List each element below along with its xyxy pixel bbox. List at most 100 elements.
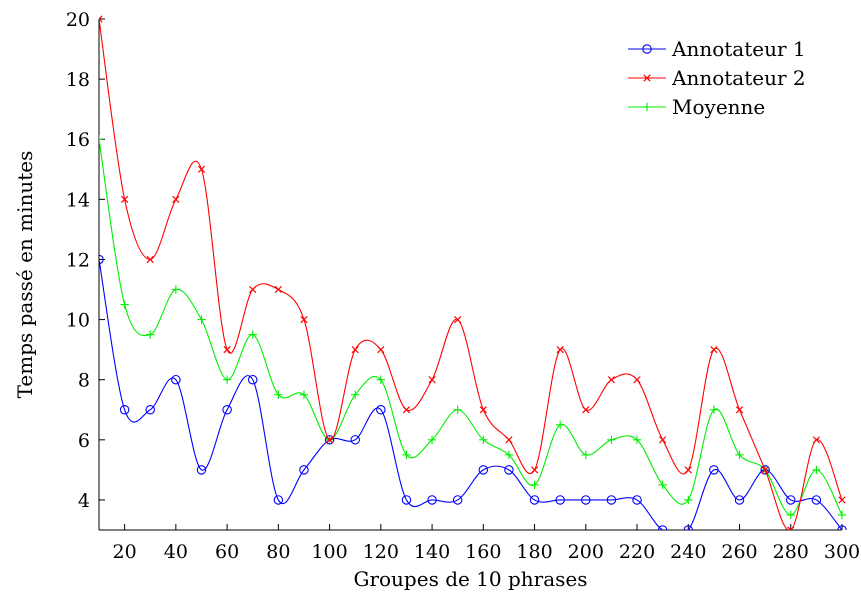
data-point	[171, 374, 181, 385]
data-point	[172, 195, 180, 203]
data-point	[376, 405, 386, 415]
data-point	[120, 300, 129, 309]
data-point	[479, 435, 488, 445]
data-point	[710, 346, 718, 354]
data-point	[99, 15, 103, 23]
data-point	[658, 480, 667, 490]
data-point	[120, 195, 129, 203]
marker-stroke	[172, 195, 180, 203]
data-point	[324, 435, 335, 445]
series-annotateur-2	[99, 15, 846, 530]
y-axis-label: Temps passé en minutes	[13, 151, 37, 399]
data-point	[274, 285, 282, 294]
y-tick-label: 12	[66, 249, 90, 271]
data-point	[735, 450, 744, 460]
data-point	[505, 436, 513, 444]
data-point	[478, 465, 489, 475]
axes-layer: 20 40 60 80 100 120 140 160 180 200 220 240 260 280 30…	[66, 9, 860, 563]
data-point	[222, 405, 232, 415]
y-tick-label: 20	[66, 9, 90, 31]
marker-stroke	[556, 346, 564, 354]
marker-stroke	[351, 346, 359, 354]
x-tick-label: 280	[773, 541, 809, 563]
data-point	[452, 495, 463, 505]
data-point	[196, 465, 207, 475]
marker-stroke	[99, 15, 103, 20]
x-tick-label: 220	[619, 541, 655, 563]
data-point	[683, 525, 694, 530]
marker-stroke	[325, 436, 334, 444]
data-point	[300, 315, 308, 324]
marker-stroke	[402, 406, 411, 414]
marker-stroke	[710, 346, 718, 354]
data-point	[838, 496, 846, 504]
legend-marker	[642, 102, 652, 112]
marker-stroke	[300, 315, 308, 324]
marker-stroke	[838, 496, 846, 504]
data-point	[786, 510, 795, 520]
data-point	[812, 465, 821, 475]
data-point	[735, 406, 744, 414]
data-point	[811, 495, 822, 505]
data-point	[556, 346, 564, 354]
data-point	[454, 315, 462, 324]
x-tick-label: 140	[414, 541, 450, 563]
data-point	[812, 436, 821, 444]
data-point	[197, 315, 206, 324]
data-point	[606, 495, 617, 505]
data-point	[146, 255, 154, 264]
legend-item: Annotateur 1	[628, 37, 806, 61]
data-point	[299, 390, 309, 399]
marker-stroke	[659, 436, 667, 444]
data-point	[581, 450, 590, 460]
x-tick-label: 40	[164, 541, 188, 563]
marker-stroke	[530, 466, 539, 474]
series-annotateur-1	[99, 254, 847, 530]
x-tick-label: 160	[465, 541, 501, 563]
data-point	[787, 526, 795, 530]
data-point	[734, 495, 745, 505]
legend-item: Moyenne	[628, 95, 765, 119]
data-point	[761, 466, 769, 474]
marker-stroke	[99, 18, 103, 23]
legend-item: Annotateur 2	[628, 66, 806, 90]
legend: Annotateur 1 Annotateur 2 Moyenne	[628, 37, 806, 119]
data-point	[760, 465, 770, 475]
legend-marker	[642, 44, 652, 54]
marker-stroke	[428, 376, 436, 384]
y-tick-label: 4	[78, 490, 90, 512]
data-point	[530, 466, 539, 474]
series-moyenne	[99, 135, 847, 520]
data-point	[837, 510, 847, 520]
data-point	[427, 435, 437, 445]
marker-stroke	[377, 346, 385, 354]
data-point	[555, 420, 565, 429]
data-point	[479, 406, 487, 414]
x-tick-label: 120	[363, 541, 399, 563]
data-point	[428, 376, 436, 384]
x-tick-label: 100	[311, 541, 347, 563]
marker-stroke	[197, 165, 206, 173]
data-point	[273, 495, 284, 505]
data-point	[633, 376, 641, 384]
data-point	[504, 450, 514, 460]
marker-stroke	[249, 285, 257, 294]
data-point	[555, 495, 565, 505]
marker-stroke	[633, 376, 641, 384]
data-point	[684, 495, 693, 505]
y-tick-label: 18	[66, 69, 90, 91]
legend-label: Moyenne	[672, 95, 765, 119]
data-point	[529, 495, 540, 505]
data-point	[249, 285, 257, 294]
data-point	[171, 285, 181, 294]
data-point	[607, 435, 616, 445]
data-point	[376, 375, 386, 384]
data-point	[299, 465, 309, 475]
data-point	[351, 346, 359, 354]
data-point	[530, 480, 539, 490]
data-point	[247, 374, 258, 385]
marker-stroke	[146, 255, 154, 264]
data-point	[402, 450, 411, 460]
marker-stroke	[643, 74, 651, 82]
